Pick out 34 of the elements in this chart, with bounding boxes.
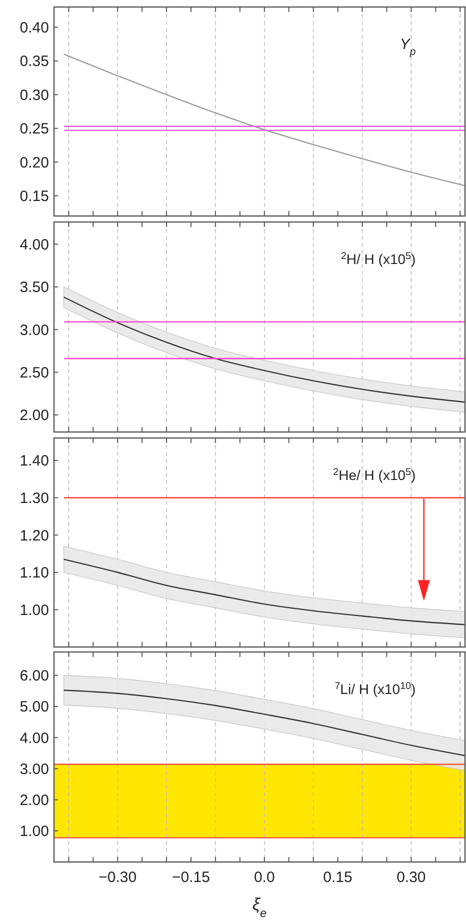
y-tick-label: 3.00 — [20, 322, 49, 339]
y-tick-label: 0.15 — [20, 188, 49, 206]
y-tick-label: 5.00 — [20, 698, 49, 716]
y-tick-label: 1.00 — [20, 602, 49, 619]
y-tick-label: 3.00 — [20, 760, 49, 778]
y-tick-label: 1.20 — [20, 527, 49, 544]
x-tick-label: −0.15 — [172, 869, 210, 886]
x-tick-label: 0.0 — [254, 869, 275, 886]
y-tick-label: 1.30 — [20, 490, 49, 507]
y-tick-label: 1.40 — [20, 452, 49, 470]
annotation: $^{2}$H/ H (x10$^{5}$) — [340, 250, 416, 267]
annotation: $^{2}$He/ H (x10$^{5}$) — [333, 466, 416, 483]
y-tick-label: 0.40 — [20, 19, 49, 36]
y-tick-label: 1.10 — [20, 564, 49, 582]
x-tick-label: 0.15 — [323, 869, 352, 886]
y-tick-label: 0.25 — [20, 120, 49, 138]
line-series — [63, 558, 466, 626]
y-tick-label: 2.00 — [20, 792, 49, 810]
y-tick-label: 1.00 — [20, 823, 49, 840]
y-tick-label: 6.00 — [20, 668, 49, 685]
x-axis-title: ξ$_{e}$ — [252, 895, 267, 920]
y-tick-label: 0.35 — [20, 53, 49, 70]
y-tick-label: 0.30 — [20, 86, 49, 104]
y-tick-label: 2.00 — [20, 407, 49, 424]
y-tick-label: 0.20 — [20, 154, 49, 172]
y-tick-label: 4.00 — [20, 730, 49, 747]
y-tick-label: 3.50 — [20, 279, 49, 296]
annotation: $^{7}$Li/ H (x10$^{10}$) — [334, 680, 416, 697]
x-tick-label: 0.30 — [396, 869, 426, 886]
y-tick-label: 2.50 — [20, 364, 49, 382]
y-tick-label: 4.00 — [20, 236, 49, 254]
x-tick-label: −0.30 — [98, 869, 137, 886]
line-series — [63, 296, 466, 403]
annotation: Y$_{p}$ — [400, 36, 416, 58]
